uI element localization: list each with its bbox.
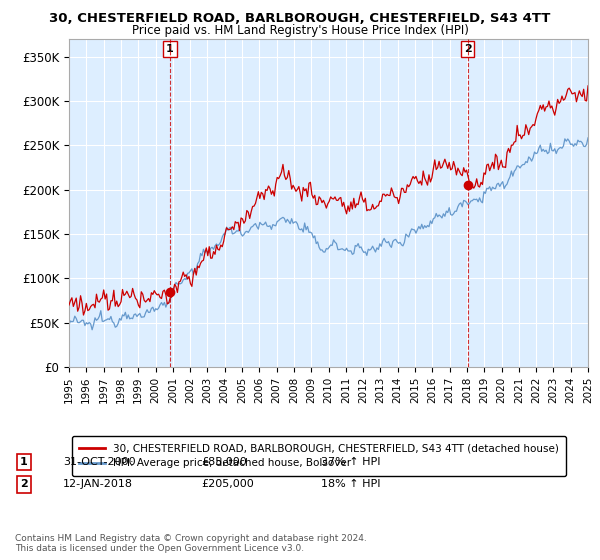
Text: 2: 2 bbox=[464, 44, 472, 54]
Text: 37% ↑ HPI: 37% ↑ HPI bbox=[321, 457, 380, 467]
Text: 1: 1 bbox=[166, 44, 174, 54]
Legend: 30, CHESTERFIELD ROAD, BARLBOROUGH, CHESTERFIELD, S43 4TT (detached house), HPI:: 30, CHESTERFIELD ROAD, BARLBOROUGH, CHES… bbox=[71, 436, 566, 475]
Text: 30, CHESTERFIELD ROAD, BARLBOROUGH, CHESTERFIELD, S43 4TT: 30, CHESTERFIELD ROAD, BARLBOROUGH, CHES… bbox=[49, 12, 551, 25]
Text: Price paid vs. HM Land Registry's House Price Index (HPI): Price paid vs. HM Land Registry's House … bbox=[131, 24, 469, 36]
Text: £205,000: £205,000 bbox=[201, 479, 254, 489]
Text: Contains HM Land Registry data © Crown copyright and database right 2024.
This d: Contains HM Land Registry data © Crown c… bbox=[15, 534, 367, 553]
Text: 1: 1 bbox=[20, 457, 28, 467]
Text: 12-JAN-2018: 12-JAN-2018 bbox=[63, 479, 133, 489]
Text: 18% ↑ HPI: 18% ↑ HPI bbox=[321, 479, 380, 489]
Text: 31-OCT-2000: 31-OCT-2000 bbox=[63, 457, 136, 467]
Text: 2: 2 bbox=[20, 479, 28, 489]
Text: £85,000: £85,000 bbox=[201, 457, 247, 467]
